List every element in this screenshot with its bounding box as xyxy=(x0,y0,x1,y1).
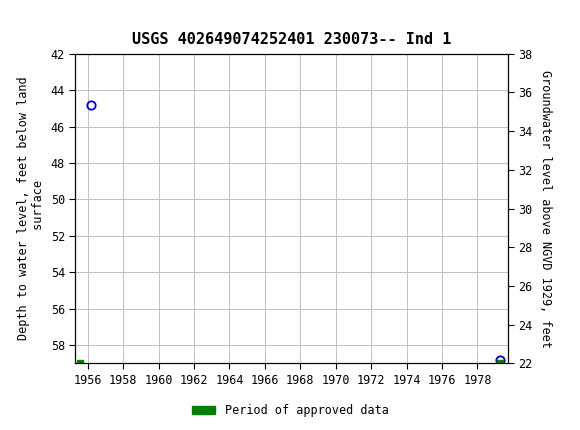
Y-axis label: Groundwater level above NGVD 1929, feet: Groundwater level above NGVD 1929, feet xyxy=(539,70,552,347)
Text: USGS: USGS xyxy=(63,14,118,31)
Legend: Period of approved data: Period of approved data xyxy=(187,399,393,422)
Title: USGS 402649074252401 230073-- Ind 1: USGS 402649074252401 230073-- Ind 1 xyxy=(132,32,451,47)
Bar xyxy=(3,3,58,42)
Bar xyxy=(3,3,58,42)
Y-axis label: Depth to water level, feet below land
 surface: Depth to water level, feet below land su… xyxy=(17,77,45,341)
